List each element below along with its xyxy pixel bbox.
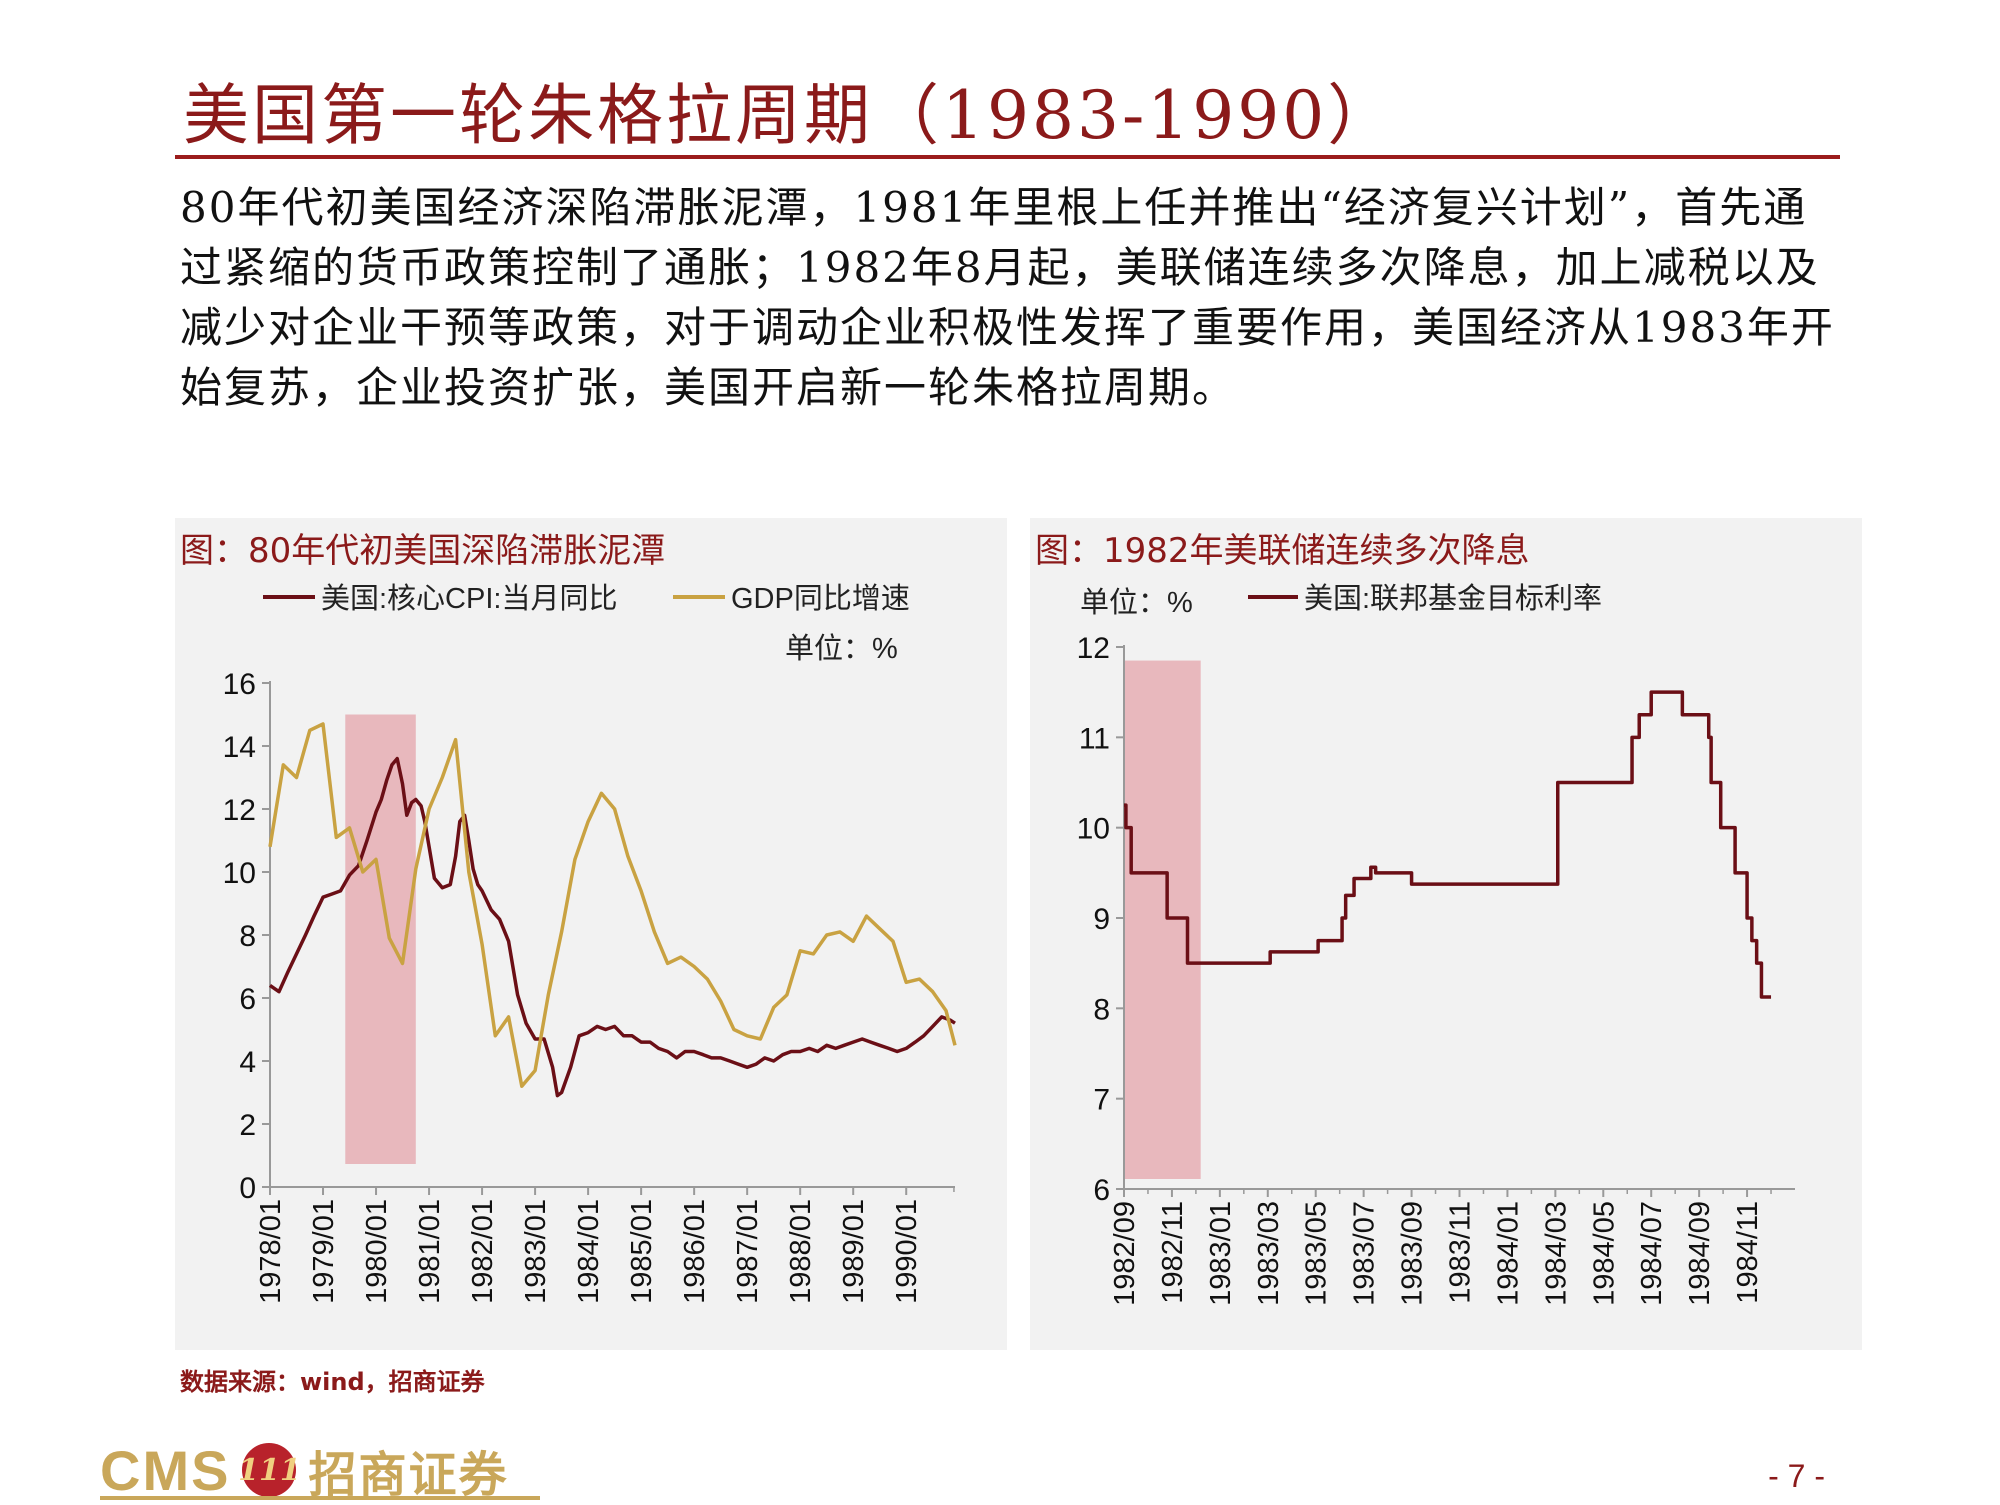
page-number: - 7 -	[1768, 1458, 1825, 1494]
x-tick-label: 1983/09	[1397, 1201, 1429, 1306]
y-tick-label: 8	[239, 920, 256, 953]
x-tick-label: 1986/01	[679, 1199, 711, 1304]
x-tick-label: 1988/01	[785, 1199, 817, 1304]
y-tick-label: 6	[1093, 1174, 1110, 1207]
logo-cms-text: CMS	[100, 1438, 231, 1502]
x-tick-label: 1989/01	[838, 1199, 870, 1304]
intro-paragraph: 80年代初美国经济深陷滞胀泥潭，1981年里根上任并推出“经济复兴计划”，首先通…	[180, 183, 1835, 412]
legend-left: 美国:核心CPI:当月同比 GDP同比增速	[263, 582, 910, 615]
y-tick-label: 9	[1093, 903, 1110, 936]
legend-gdp-label: GDP同比增速	[731, 582, 910, 615]
data-source-note: 数据来源：wind，招商证券	[180, 1368, 485, 1396]
title-divider	[175, 155, 1840, 159]
y-tick-label: 4	[239, 1046, 256, 1079]
x-tick-label: 1982/09	[1109, 1201, 1141, 1306]
y-tick-label: 0	[239, 1172, 256, 1205]
series-line-0	[1124, 690, 1772, 999]
legend-fed-label: 美国:联邦基金目标利率	[1304, 582, 1602, 615]
x-tick-label: 1982/11	[1157, 1201, 1189, 1304]
right-chart-title: 图：1982年美联储连续多次降息	[1035, 531, 1530, 571]
x-tick-label: 1978/01	[255, 1199, 287, 1304]
x-tick-label: 1984/11	[1732, 1201, 1764, 1304]
y-tick-label: 7	[1093, 1084, 1110, 1117]
y-tick-label: 11	[1079, 722, 1110, 755]
right-chart-panel: 图：1982年美联储连续多次降息 单位：% 美国:联邦基金目标利率 6 7 8 9 10…	[1030, 518, 1862, 1350]
logo-badge-icon: 111	[238, 1443, 301, 1497]
legend-right: 美国:联邦基金目标利率	[1248, 582, 1602, 615]
y-tick-label: 16	[223, 668, 256, 701]
x-tick-label: 1984/09	[1684, 1201, 1716, 1306]
logo-company-name: 招商证券	[308, 1447, 509, 1503]
x-tick-label: 1982/01	[467, 1199, 499, 1304]
y-tick-label: 2	[239, 1109, 256, 1142]
unit-label-right: 单位：%	[1080, 586, 1193, 619]
x-tick-label: 1983/01	[520, 1199, 552, 1304]
logo-underline	[100, 1496, 540, 1500]
company-logo: CMS 111 招商证券	[100, 1438, 508, 1504]
y-tick-label: 8	[1093, 993, 1110, 1026]
x-tick-label: 1981/01	[414, 1199, 446, 1304]
page-title: 美国第一轮朱格拉周期（1983-1990）	[183, 77, 1397, 154]
cpi-gdp-chart: 美国:核心CPI:当月同比 GDP同比增速 单位：% 0 2 4 6 8 10 12 14 16…	[223, 582, 957, 1304]
x-tick-label: 1983/07	[1349, 1201, 1381, 1306]
legend-cpi-label: 美国:核心CPI:当月同比	[321, 582, 617, 615]
x-tick-label: 1990/01	[891, 1199, 923, 1304]
y-tick-label: 10	[223, 857, 256, 890]
left-chart-panel: 图：80年代初美国深陷滞胀泥潭 美国:核心CPI:当月同比 GDP同比增速 单位…	[175, 518, 1007, 1350]
x-tick-label: 1983/03	[1253, 1201, 1285, 1306]
series-line-0	[268, 756, 956, 1098]
x-tick-label: 1984/03	[1540, 1201, 1572, 1306]
x-tick-label: 1979/01	[308, 1199, 340, 1304]
x-tick-label: 1983/11	[1445, 1201, 1477, 1304]
y-tick-label: 14	[223, 731, 256, 764]
x-tick-label: 1984/05	[1588, 1201, 1620, 1306]
x-tick-label: 1985/01	[626, 1199, 658, 1304]
x-tick-label: 1984/07	[1636, 1201, 1668, 1306]
left-chart-title: 图：80年代初美国深陷滞胀泥潭	[180, 531, 666, 571]
y-tick-label: 10	[1077, 813, 1110, 846]
x-tick-label: 1987/01	[732, 1199, 764, 1304]
fed-rate-chart: 单位：% 美国:联邦基金目标利率 6 7 8 9 10 11 12 1982/09 1982/1…	[1077, 582, 1795, 1306]
x-tick-label: 1983/05	[1301, 1201, 1333, 1306]
y-tick-label: 12	[1077, 632, 1110, 665]
x-tick-label: 1984/01	[573, 1199, 605, 1304]
y-tick-label: 12	[223, 794, 256, 827]
x-tick-label: 1980/01	[361, 1199, 393, 1304]
unit-label-left: 单位：%	[785, 632, 898, 665]
x-tick-label: 1983/01	[1205, 1201, 1237, 1306]
series-line-1	[268, 722, 957, 1088]
y-tick-label: 6	[239, 983, 256, 1016]
x-tick-label: 1984/01	[1492, 1201, 1524, 1306]
